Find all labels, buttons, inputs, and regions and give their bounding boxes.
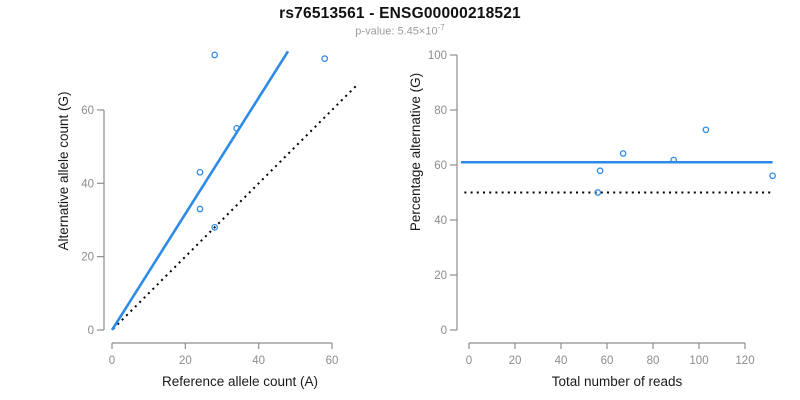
data-point bbox=[196, 168, 204, 176]
y-tick-label: 0 bbox=[88, 325, 94, 337]
data-point bbox=[211, 223, 219, 231]
data-point bbox=[594, 189, 602, 196]
pvalue-text: p-value: 5.45×10 bbox=[355, 25, 438, 38]
data-point bbox=[769, 172, 776, 180]
x-tick-label: 40 bbox=[555, 355, 568, 367]
data-point bbox=[196, 205, 204, 213]
x-tick-label: 80 bbox=[647, 355, 660, 367]
x-tick-label: 60 bbox=[601, 355, 614, 367]
data-point bbox=[233, 124, 241, 132]
data-point bbox=[619, 150, 627, 157]
chart-title: rs76513561 - ENSG00000218521 bbox=[279, 5, 521, 22]
x-tick-label: 0 bbox=[109, 355, 115, 367]
x-tick-label: 0 bbox=[466, 355, 472, 367]
y-tick-label: 40 bbox=[434, 215, 447, 227]
x-tick-label: 40 bbox=[252, 355, 265, 367]
data-point bbox=[702, 126, 710, 134]
y-tick-label: 40 bbox=[81, 178, 94, 190]
y-tick-label: 60 bbox=[81, 105, 94, 117]
data-point bbox=[321, 55, 329, 62]
y-tick-label: 100 bbox=[428, 50, 447, 62]
x-tick-label: 20 bbox=[509, 355, 522, 367]
chart-subtitle: p-value: 5.45×10-7 bbox=[0, 23, 800, 38]
x-axis-label: Total number of reads bbox=[552, 374, 683, 389]
x-tick-label: 120 bbox=[735, 355, 754, 367]
y-tick-label: 80 bbox=[434, 105, 447, 117]
regression-line bbox=[110, 50, 290, 331]
x-tick-label: 20 bbox=[179, 355, 192, 367]
y-tick-label: 60 bbox=[434, 160, 447, 172]
data-point bbox=[596, 167, 604, 175]
data-point bbox=[211, 51, 219, 59]
identity-line bbox=[112, 83, 359, 330]
x-tick-label: 60 bbox=[326, 355, 339, 367]
y-axis-label: Percentage alternative (G) bbox=[408, 73, 423, 231]
y-tick-label: 20 bbox=[434, 270, 447, 282]
x-axis-label: Reference allele count (A) bbox=[162, 374, 318, 389]
data-point bbox=[670, 156, 678, 164]
y-axis-label: Alternative allele count (G) bbox=[56, 91, 71, 250]
y-tick-label: 0 bbox=[441, 325, 447, 337]
y-tick-label: 20 bbox=[81, 252, 94, 264]
pvalue-exponent: -7 bbox=[437, 23, 445, 32]
x-tick-label: 100 bbox=[689, 355, 708, 367]
